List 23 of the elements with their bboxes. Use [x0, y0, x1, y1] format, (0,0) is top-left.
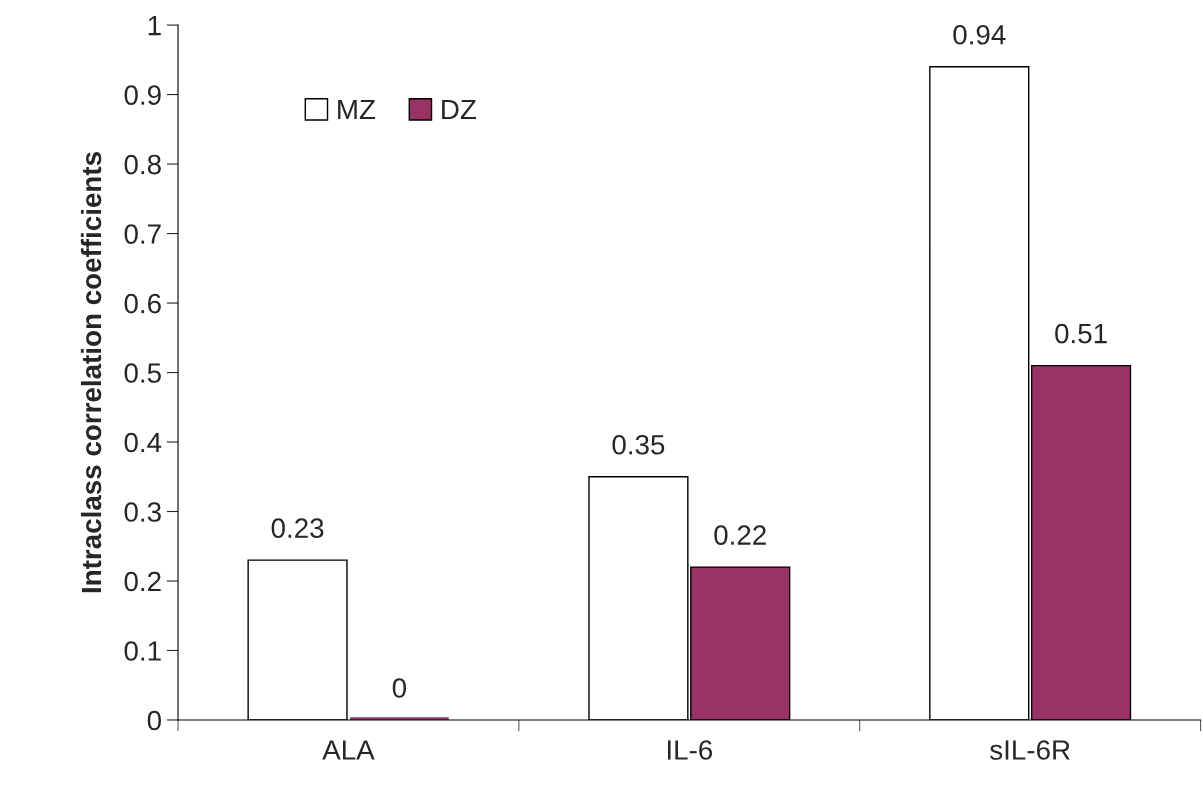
data-label: 0.35: [612, 434, 665, 455]
x-tick-label: ALA: [322, 740, 375, 760]
y-tick-label: 0.9: [124, 85, 161, 105]
data-label: 0: [392, 678, 407, 698]
data-label: 0.94: [953, 24, 1006, 45]
y-tick-label: 0.4: [124, 432, 162, 453]
data-label: 0.51: [1055, 323, 1107, 344]
y-tick-label: 0.2: [124, 571, 161, 592]
x-tick-label: IL-6: [667, 740, 713, 760]
y-tick-label: 0.3: [124, 502, 161, 522]
y-tick-label: 0.5: [124, 363, 161, 383]
data-label: 0.23: [271, 518, 324, 538]
y-tick-label: 0.7: [124, 224, 161, 244]
y-tick-label: 1: [148, 16, 161, 36]
legend-label: MZ: [338, 99, 376, 119]
y-tick-label: 0.8: [124, 154, 161, 175]
y-tick-label: 0.6: [124, 293, 161, 314]
legend-label: DZ: [442, 99, 477, 119]
x-tick-label: sIL-6R: [990, 740, 1070, 760]
data-label: 0.22: [714, 525, 766, 545]
y-tick-label: 0.1: [124, 641, 161, 661]
y-tick-label: 0: [147, 710, 161, 731]
y-axis-title: Intraclass correlation coefficients: [80, 152, 102, 593]
